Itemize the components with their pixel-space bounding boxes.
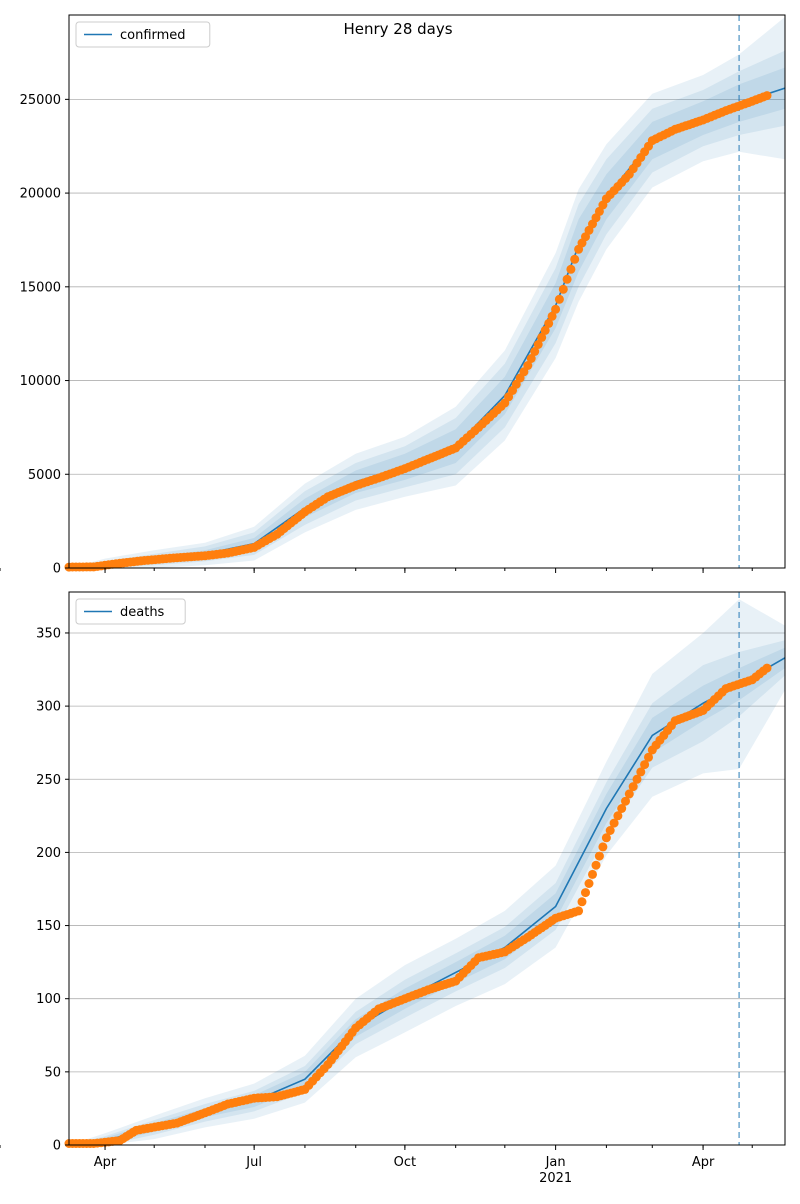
observed-point xyxy=(636,767,646,777)
legend-box xyxy=(75,598,186,625)
axes-frame xyxy=(68,591,786,1146)
y-tick-label: 15000 xyxy=(20,280,61,295)
observed-point xyxy=(617,804,627,813)
figure-title: Henry 28 days xyxy=(343,20,453,38)
observed-point xyxy=(584,879,594,888)
observed-point xyxy=(574,906,584,916)
y-tick-label: 0 xyxy=(53,562,61,577)
observed-point xyxy=(562,274,572,284)
observed-point xyxy=(551,304,561,314)
observed-point xyxy=(533,340,543,349)
observed-point xyxy=(591,860,601,870)
y-tick-label: 200 xyxy=(36,846,61,861)
legend-label: confirmed xyxy=(120,28,186,43)
observed-point xyxy=(601,833,611,843)
observed-point xyxy=(613,811,623,821)
uncertainty-band xyxy=(69,50,785,569)
y-tick-label: 100 xyxy=(36,992,61,1007)
legend: confirmed xyxy=(75,21,211,48)
observed-point xyxy=(523,361,533,370)
x-tick-label: Oct xyxy=(394,1155,416,1170)
uncertainty-band xyxy=(69,599,785,1145)
observed-point xyxy=(762,91,772,101)
observed-point xyxy=(526,354,536,363)
observed-point xyxy=(544,318,554,328)
observed-point xyxy=(762,663,772,673)
observed-point xyxy=(621,796,630,806)
x-tick-sublabel: 2021 xyxy=(539,1171,572,1186)
y-tick-label: 150 xyxy=(36,919,61,934)
observed-point xyxy=(530,347,540,356)
uncertainty-band xyxy=(69,640,785,1145)
uncertainty-band xyxy=(69,16,785,568)
y-tick-label: 250 xyxy=(36,773,61,788)
chart-panel-confirmed: 0 5000 10000 15000 20000 25000 confirmed xyxy=(0,14,786,577)
y-tick-label: 50 xyxy=(44,1065,61,1080)
legend-label: deaths xyxy=(120,605,165,620)
y-tick-label: 5000 xyxy=(28,468,61,483)
observed-point xyxy=(566,264,576,274)
y-tick-label: 10000 xyxy=(20,374,61,389)
y-tick-label: 300 xyxy=(36,700,61,715)
legend-box xyxy=(75,21,211,48)
observed-point xyxy=(558,284,568,294)
observed-point xyxy=(577,897,587,907)
x-tick-label: Jul xyxy=(245,1155,262,1170)
observed-point xyxy=(598,842,608,852)
axes-frame xyxy=(68,14,786,569)
legend: deaths xyxy=(75,598,186,625)
x-tick-label: Apr xyxy=(692,1155,715,1170)
observed-point xyxy=(594,851,604,861)
observed-point xyxy=(554,294,564,304)
observed-point xyxy=(609,818,619,828)
y-tick-label: 0 xyxy=(53,1139,61,1154)
observed-point xyxy=(537,332,547,342)
observed-point xyxy=(547,311,557,321)
observed-point xyxy=(624,789,634,799)
y-tick-label: 25000 xyxy=(20,93,61,108)
observed-point xyxy=(628,782,638,792)
observed-point xyxy=(581,888,590,898)
uncertainty-band xyxy=(69,67,785,568)
y-tick-label: 350 xyxy=(36,626,61,641)
observed-point xyxy=(540,325,550,335)
x-tick-label: Jan xyxy=(545,1155,566,1170)
observed-point xyxy=(588,869,597,879)
observed-point xyxy=(644,752,653,762)
x-tick-label: Apr xyxy=(94,1155,117,1170)
y-tick-label: 20000 xyxy=(20,187,61,202)
observed-point xyxy=(570,254,580,264)
observed-point xyxy=(640,760,650,770)
observed-point xyxy=(632,774,642,784)
observed-point xyxy=(605,826,615,835)
